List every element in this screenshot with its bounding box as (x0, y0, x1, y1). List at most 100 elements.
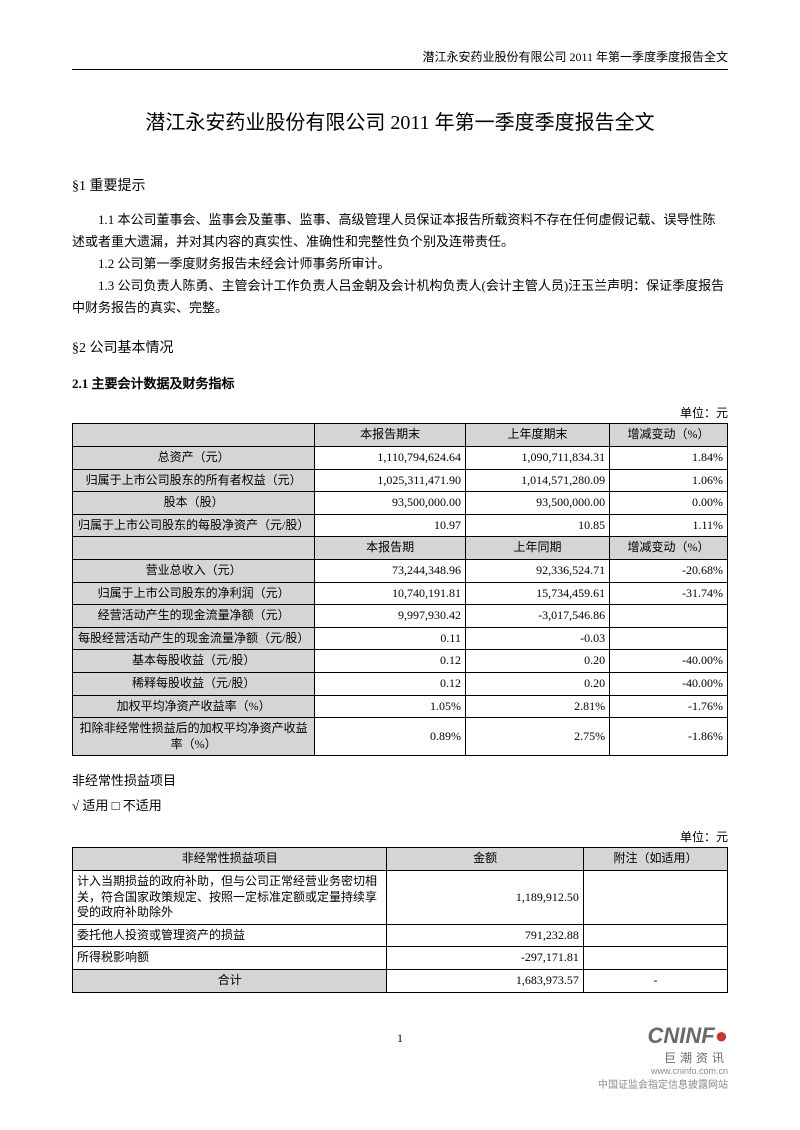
row-value: 10.97 (315, 514, 466, 537)
table-header-cell: 本报告期 (315, 537, 466, 560)
row-value (610, 627, 728, 650)
table-row: 扣除非经常性损益后的加权平均净资产收益率（%）0.89%2.75%-1.86% (73, 718, 728, 756)
page-number: 1 (397, 1031, 403, 1046)
row-value: -31.74% (610, 582, 728, 605)
row-value: 0.20 (465, 673, 609, 696)
row-label: 归属于上市公司股东的所有者权益（元） (73, 469, 315, 492)
table-header-cell: 金额 (387, 848, 584, 871)
row-label: 归属于上市公司股东的净利润（元） (73, 582, 315, 605)
apply-checkbox-line: √ 适用 □ 不适用 (72, 795, 728, 814)
row-label: 营业总收入（元） (73, 560, 315, 583)
unit-label-2: 单位：元 (72, 828, 728, 845)
row-value: 93,500,000.00 (465, 492, 609, 515)
financial-table-1: 本报告期末上年度期末增减变动（%）总资产（元）1,110,794,624.641… (72, 423, 728, 756)
table-row: 计入当期损益的政府补助，但与公司正常经营业务密切相关，符合国家政策规定、按照一定… (73, 870, 728, 924)
logo-url: www.cninfo.com.cn (598, 1066, 728, 1076)
row-value: -0.03 (465, 627, 609, 650)
row-value: 10.85 (465, 514, 609, 537)
row-value: 92,336,524.71 (465, 560, 609, 583)
table-header-cell (73, 537, 315, 560)
table-row: 稀释每股收益（元/股）0.120.20-40.00% (73, 673, 728, 696)
table-row: 归属于上市公司股东的每股净资产（元/股）10.9710.851.11% (73, 514, 728, 537)
row-value: -297,171.81 (387, 947, 584, 970)
logo-text-cn: 巨潮资讯 (598, 1049, 728, 1066)
row-value: 2.75% (465, 718, 609, 756)
row-note (583, 870, 727, 924)
table-header-cell: 上年度期末 (465, 424, 609, 447)
table-row: 每股经营活动产生的现金流量净额（元/股）0.11-0.03 (73, 627, 728, 650)
document-title: 潜江永安药业股份有限公司 2011 年第一季度季度报告全文 (72, 106, 728, 135)
row-value (610, 605, 728, 628)
row-value: 0.00% (610, 492, 728, 515)
row-label: 经营活动产生的现金流量净额（元） (73, 605, 315, 628)
row-value: 73,244,348.96 (315, 560, 466, 583)
row-value: 2.81% (465, 695, 609, 718)
table-header-cell: 增减变动（%） (610, 424, 728, 447)
row-value: 0.11 (315, 627, 466, 650)
table-row: 归属于上市公司股东的净利润（元）10,740,191.8115,734,459.… (73, 582, 728, 605)
row-label: 归属于上市公司股东的每股净资产（元/股） (73, 514, 315, 537)
unit-label-1: 单位：元 (72, 404, 728, 421)
row-label: 股本（股） (73, 492, 315, 515)
row-label: 所得税影响额 (73, 947, 387, 970)
table-header-cell: 上年同期 (465, 537, 609, 560)
table-row: 归属于上市公司股东的所有者权益（元）1,025,311,471.901,014,… (73, 469, 728, 492)
table-row: 所得税影响额-297,171.81 (73, 947, 728, 970)
table-row: 股本（股）93,500,000.0093,500,000.000.00% (73, 492, 728, 515)
running-head: 潜江永安药业股份有限公司 2011 年第一季度季度报告全文 (72, 48, 728, 70)
para-1-3: 1.3 公司负责人陈勇、主管会计工作负责人吕金朝及会计机构负责人(会计主管人员)… (72, 275, 728, 319)
row-note (583, 924, 727, 947)
table-header-cell: 增减变动（%） (610, 537, 728, 560)
row-value: 1.84% (610, 447, 728, 470)
row-note (583, 947, 727, 970)
nonrecurring-table: 非经常性损益项目金额附注（如适用） 计入当期损益的政府补助，但与公司正常经营业务密… (72, 847, 728, 992)
page-footer: 1 CNINF● 巨潮资讯 www.cninfo.com.cn 中国证监会指定信… (72, 1023, 728, 1093)
row-value: 1,025,311,471.90 (315, 469, 466, 492)
row-value: -1.86% (610, 718, 728, 756)
para-1-2: 1.2 公司第一季度财务报告未经会计师事务所审计。 (72, 253, 728, 275)
logo-subtitle: 中国证监会指定信息披露网站 (598, 1076, 728, 1091)
row-label: 总资产（元） (73, 447, 315, 470)
row-value: 0.12 (315, 650, 466, 673)
row-value: 9,997,930.42 (315, 605, 466, 628)
row-value: 1,014,571,280.09 (465, 469, 609, 492)
row-value: 1,683,973.57 (387, 969, 584, 992)
row-label: 加权平均净资产收益率（%） (73, 695, 315, 718)
section-2-heading: §2 公司基本情况 (72, 337, 728, 357)
row-value: 1.06% (610, 469, 728, 492)
table-row: 委托他人投资或管理资产的损益791,232.88 (73, 924, 728, 947)
table-row: 营业总收入（元）73,244,348.9692,336,524.71-20.68… (73, 560, 728, 583)
row-value: 1.11% (610, 514, 728, 537)
row-label: 每股经营活动产生的现金流量净额（元/股） (73, 627, 315, 650)
section-1-heading: §1 重要提示 (72, 175, 728, 195)
table-row: 加权平均净资产收益率（%）1.05%2.81%-1.76% (73, 695, 728, 718)
row-value: -20.68% (610, 560, 728, 583)
row-value: 1,090,711,834.31 (465, 447, 609, 470)
table-header-cell: 附注（如适用） (583, 848, 727, 871)
row-label: 合计 (73, 969, 387, 992)
para-1-1: 1.1 本公司董事会、监事会及董事、监事、高级管理人员保证本报告所载资料不存在任… (72, 209, 728, 253)
row-value: 15,734,459.61 (465, 582, 609, 605)
row-value: 0.12 (315, 673, 466, 696)
table-header-cell: 本报告期末 (315, 424, 466, 447)
row-value: 791,232.88 (387, 924, 584, 947)
row-value: 0.89% (315, 718, 466, 756)
cninfo-logo: CNINF● 巨潮资讯 www.cninfo.com.cn 中国证监会指定信息披… (598, 1023, 728, 1091)
row-value: 10,740,191.81 (315, 582, 466, 605)
table-row: 经营活动产生的现金流量净额（元）9,997,930.42-3,017,546.8… (73, 605, 728, 628)
row-label: 计入当期损益的政府补助，但与公司正常经营业务密切相关，符合国家政策规定、按照一定… (73, 870, 387, 924)
row-value: 93,500,000.00 (315, 492, 466, 515)
row-value: 1.05% (315, 695, 466, 718)
row-label: 委托他人投资或管理资产的损益 (73, 924, 387, 947)
row-label: 稀释每股收益（元/股） (73, 673, 315, 696)
logo-dot-icon: ● (715, 1023, 728, 1048)
nonrecurring-title: 非经常性损益项目 (72, 770, 728, 789)
row-note: - (583, 969, 727, 992)
row-value: 0.20 (465, 650, 609, 673)
logo-text-en: CNINF (647, 1023, 714, 1048)
table-header-cell: 非经常性损益项目 (73, 848, 387, 871)
table-header-cell (73, 424, 315, 447)
table-row: 总资产（元）1,110,794,624.641,090,711,834.311.… (73, 447, 728, 470)
table-row: 合计1,683,973.57- (73, 969, 728, 992)
row-value: 1,189,912.50 (387, 870, 584, 924)
